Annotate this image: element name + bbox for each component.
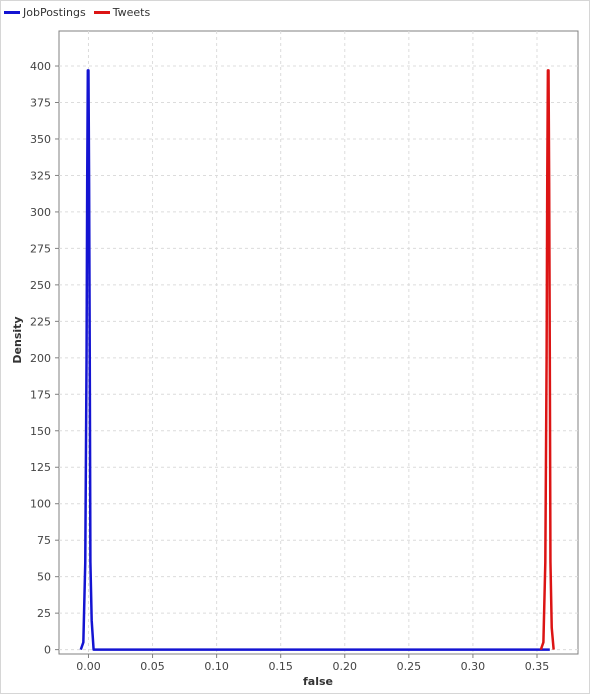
y-tick-label: 100	[30, 498, 51, 511]
y-tick-label: 75	[37, 534, 51, 547]
x-tick-label: 0.20	[333, 660, 358, 673]
y-tick-label: 375	[30, 96, 51, 109]
x-tick-label: 0.05	[140, 660, 165, 673]
y-tick-label: 200	[30, 352, 51, 365]
y-tick-label: 25	[37, 607, 51, 620]
y-tick-label: 350	[30, 133, 51, 146]
x-axis: 0.00 0.05 0.10 0.15 0.20 0.25 0.30 0.35	[76, 654, 549, 673]
y-tick-label: 325	[30, 169, 51, 182]
y-tick-label: 150	[30, 425, 51, 438]
y-tick-label: 50	[37, 571, 51, 584]
y-tick-label: 275	[30, 242, 51, 255]
x-tick-label: 0.25	[397, 660, 422, 673]
x-tick-label: 0.30	[461, 660, 486, 673]
plot-area	[59, 31, 578, 654]
x-tick-label: 0.15	[268, 660, 293, 673]
y-axis: 0 25 50 75 100 125 150 175 200 225 250 275 300 325 350…	[30, 60, 59, 657]
x-tick-label: 0.00	[76, 660, 101, 673]
y-tick-label: 225	[30, 315, 51, 328]
x-axis-title: false	[303, 675, 333, 688]
x-tick-label: 0.10	[204, 660, 229, 673]
y-tick-label: 300	[30, 206, 51, 219]
y-tick-label: 0	[44, 644, 51, 657]
y-tick-label: 250	[30, 279, 51, 292]
y-tick-label: 400	[30, 60, 51, 73]
y-axis-title: Density	[11, 316, 24, 363]
y-tick-label: 175	[30, 388, 51, 401]
y-tick-label: 125	[30, 461, 51, 474]
x-tick-label: 0.35	[525, 660, 550, 673]
